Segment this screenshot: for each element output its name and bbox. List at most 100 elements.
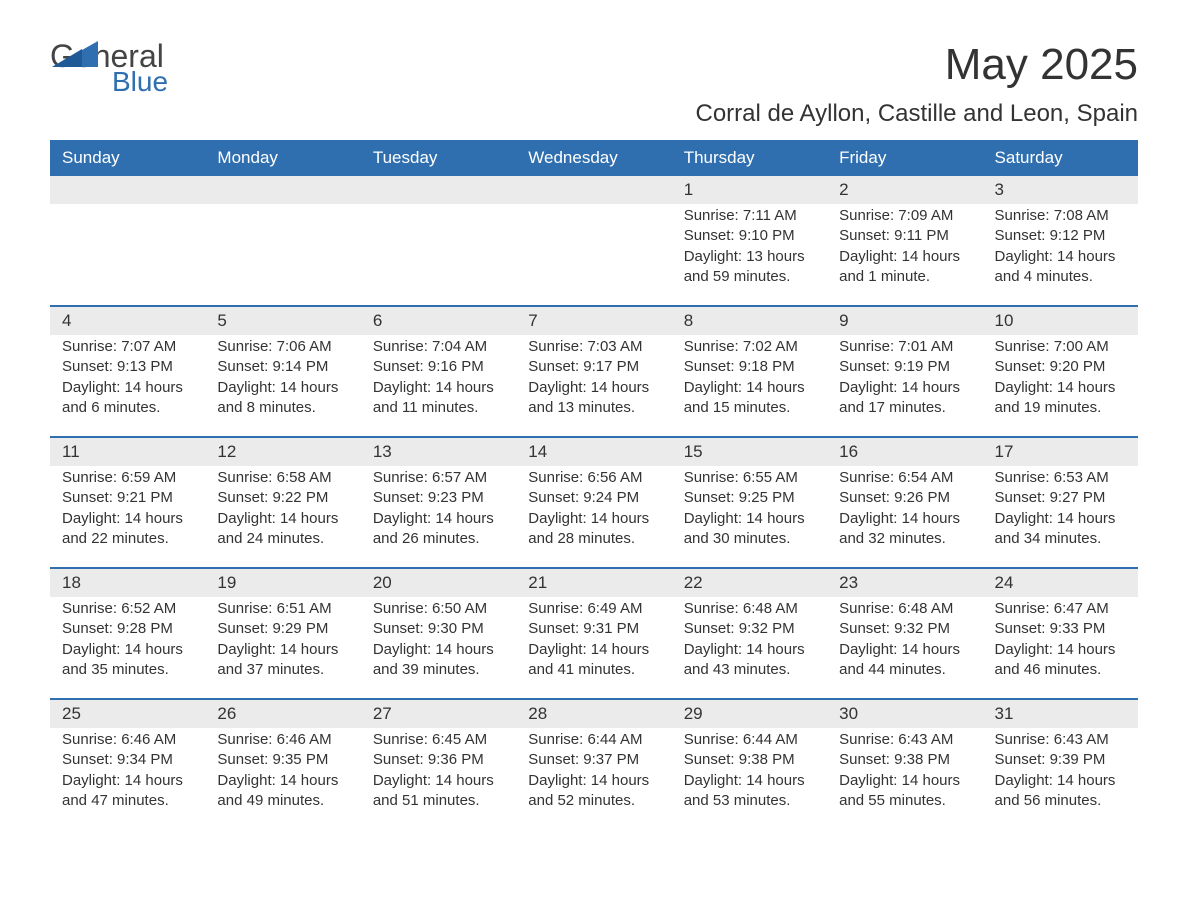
calendar-cell: 18Sunrise: 6:52 AMSunset: 9:28 PMDayligh… bbox=[50, 569, 205, 698]
sunset-text: Sunset: 9:34 PM bbox=[62, 750, 193, 770]
calendar-header-cell: Thursday bbox=[672, 140, 827, 176]
day-number: 26 bbox=[205, 700, 360, 728]
calendar-header-cell: Sunday bbox=[50, 140, 205, 176]
sunrise-text: Sunrise: 6:48 AM bbox=[684, 599, 815, 619]
sunset-text: Sunset: 9:33 PM bbox=[995, 619, 1126, 639]
calendar-cell bbox=[361, 176, 516, 305]
logo-shape-icon bbox=[52, 41, 98, 67]
calendar-cell: 19Sunrise: 6:51 AMSunset: 9:29 PMDayligh… bbox=[205, 569, 360, 698]
sunset-text: Sunset: 9:13 PM bbox=[62, 357, 193, 377]
day-number: 7 bbox=[516, 307, 671, 335]
day-number: 29 bbox=[672, 700, 827, 728]
daylight-text: Daylight: 14 hours and 56 minutes. bbox=[995, 771, 1126, 812]
sunrise-text: Sunrise: 6:50 AM bbox=[373, 599, 504, 619]
day-number: 27 bbox=[361, 700, 516, 728]
day-number: 18 bbox=[50, 569, 205, 597]
daylight-text: Daylight: 14 hours and 46 minutes. bbox=[995, 640, 1126, 681]
daylight-text: Daylight: 14 hours and 19 minutes. bbox=[995, 378, 1126, 419]
calendar-cell: 2Sunrise: 7:09 AMSunset: 9:11 PMDaylight… bbox=[827, 176, 982, 305]
calendar-cell: 17Sunrise: 6:53 AMSunset: 9:27 PMDayligh… bbox=[983, 438, 1138, 567]
cell-body: Sunrise: 7:03 AMSunset: 9:17 PMDaylight:… bbox=[516, 335, 671, 418]
calendar-cell: 5Sunrise: 7:06 AMSunset: 9:14 PMDaylight… bbox=[205, 307, 360, 436]
day-number: 24 bbox=[983, 569, 1138, 597]
sunrise-text: Sunrise: 6:44 AM bbox=[528, 730, 659, 750]
calendar-week: 25 Sunrise: 6:46 AM Sunset: 9:34 PM Dayligh… bbox=[50, 698, 1138, 829]
daylight-text: Daylight: 14 hours and 28 minutes. bbox=[528, 509, 659, 550]
calendar-header-cell: Monday bbox=[205, 140, 360, 176]
cell-body: Sunrise: 6:57 AMSunset: 9:23 PMDaylight:… bbox=[361, 466, 516, 549]
day-number: 17 bbox=[983, 438, 1138, 466]
calendar-cell: 22Sunrise: 6:48 AMSunset: 9:32 PMDayligh… bbox=[672, 569, 827, 698]
cell-body: Sunrise: 7:01 AMSunset: 9:19 PMDaylight:… bbox=[827, 335, 982, 418]
day-number: 19 bbox=[205, 569, 360, 597]
sunset-text: Sunset: 9:10 PM bbox=[684, 226, 815, 246]
calendar-week: 11Sunrise: 6:59 AMSunset: 9:21 PMDayligh… bbox=[50, 436, 1138, 567]
calendar-header-cell: Wednesday bbox=[516, 140, 671, 176]
sunrise-text: Sunrise: 6:53 AM bbox=[995, 468, 1126, 488]
day-number: 6 bbox=[361, 307, 516, 335]
sunrise-text: Sunrise: 6:55 AM bbox=[684, 468, 815, 488]
calendar-week: 4Sunrise: 7:07 AMSunset: 9:13 PMDaylight… bbox=[50, 305, 1138, 436]
sunrise-text: Sunrise: 6:57 AM bbox=[373, 468, 504, 488]
cell-body: Sunrise: 6:46 AMSunset: 9:35 PMDaylight:… bbox=[205, 728, 360, 811]
calendar-cell: 13Sunrise: 6:57 AMSunset: 9:23 PMDayligh… bbox=[361, 438, 516, 567]
sunrise-text: Sunrise: 6:58 AM bbox=[217, 468, 348, 488]
calendar-cell bbox=[50, 176, 205, 305]
calendar-cell bbox=[205, 176, 360, 305]
calendar-header-cell: Saturday bbox=[983, 140, 1138, 176]
cell-body: Sunrise: 7:06 AMSunset: 9:14 PMDaylight:… bbox=[205, 335, 360, 418]
sunset-text: Sunset: 9:19 PM bbox=[839, 357, 970, 377]
location-label: Corral de Ayllon, Castille and Leon, Spa… bbox=[50, 100, 1138, 128]
sunrise-text: Sunrise: 7:03 AM bbox=[528, 337, 659, 357]
cell-body: Sunrise: 6:48 AMSunset: 9:32 PMDaylight:… bbox=[672, 597, 827, 680]
calendar-cell bbox=[516, 176, 671, 305]
sunrise-text: Sunrise: 6:48 AM bbox=[839, 599, 970, 619]
day-number bbox=[50, 176, 205, 204]
calendar-cell: 12Sunrise: 6:58 AMSunset: 9:22 PMDayligh… bbox=[205, 438, 360, 567]
sunset-text: Sunset: 9:31 PM bbox=[528, 619, 659, 639]
sunset-text: Sunset: 9:38 PM bbox=[684, 750, 815, 770]
day-number: 12 bbox=[205, 438, 360, 466]
cell-body: Sunrise: 6:58 AMSunset: 9:22 PMDaylight:… bbox=[205, 466, 360, 549]
cell-body: Sunrise: 7:07 AMSunset: 9:13 PMDaylight:… bbox=[50, 335, 205, 418]
cell-body: Sunrise: 7:00 AMSunset: 9:20 PMDaylight:… bbox=[983, 335, 1138, 418]
sunset-text: Sunset: 9:22 PM bbox=[217, 488, 348, 508]
day-number: 20 bbox=[361, 569, 516, 597]
day-number: 25 bbox=[50, 700, 205, 728]
daylight-text: Daylight: 14 hours and 52 minutes. bbox=[528, 771, 659, 812]
day-number: 8 bbox=[672, 307, 827, 335]
sunrise-text: Sunrise: 7:09 AM bbox=[839, 206, 970, 226]
sunrise-text: Sunrise: 6:46 AM bbox=[217, 730, 348, 750]
daylight-text: Daylight: 14 hours and 24 minutes. bbox=[217, 509, 348, 550]
calendar-header-row: SundayMondayTuesdayWednesdayThursdayFrid… bbox=[50, 140, 1138, 176]
day-number: 10 bbox=[983, 307, 1138, 335]
sunset-text: Sunset: 9:23 PM bbox=[373, 488, 504, 508]
day-number: 21 bbox=[516, 569, 671, 597]
calendar-cell: 23Sunrise: 6:48 AMSunset: 9:32 PMDayligh… bbox=[827, 569, 982, 698]
cell-body bbox=[361, 204, 516, 206]
day-number: 31 bbox=[983, 700, 1138, 728]
cell-body: Sunrise: 6:50 AMSunset: 9:30 PMDaylight:… bbox=[361, 597, 516, 680]
day-number: 23 bbox=[827, 569, 982, 597]
calendar-cell: 24Sunrise: 6:47 AMSunset: 9:33 PMDayligh… bbox=[983, 569, 1138, 698]
logo-text-blue: Blue bbox=[112, 68, 168, 96]
day-number: 3 bbox=[983, 176, 1138, 204]
day-number: 4 bbox=[50, 307, 205, 335]
calendar-cell: 20Sunrise: 6:50 AMSunset: 9:30 PMDayligh… bbox=[361, 569, 516, 698]
logo: General Blue bbox=[50, 40, 98, 96]
sunset-text: Sunset: 9:21 PM bbox=[62, 488, 193, 508]
daylight-text: Daylight: 14 hours and 44 minutes. bbox=[839, 640, 970, 681]
sunset-text: Sunset: 9:14 PM bbox=[217, 357, 348, 377]
daylight-text: Daylight: 14 hours and 32 minutes. bbox=[839, 509, 970, 550]
daylight-text: Daylight: 14 hours and 17 minutes. bbox=[839, 378, 970, 419]
daylight-text: Daylight: 14 hours and 15 minutes. bbox=[684, 378, 815, 419]
cell-body: Sunrise: 6:53 AMSunset: 9:27 PMDaylight:… bbox=[983, 466, 1138, 549]
day-number: 13 bbox=[361, 438, 516, 466]
day-number: 14 bbox=[516, 438, 671, 466]
sunrise-text: Sunrise: 6:43 AM bbox=[839, 730, 970, 750]
day-number: 28 bbox=[516, 700, 671, 728]
daylight-text: Daylight: 13 hours and 59 minutes. bbox=[684, 247, 815, 288]
calendar-body: 1Sunrise: 7:11 AMSunset: 9:10 PMDaylight… bbox=[50, 176, 1138, 829]
sunrise-text: Sunrise: 6:56 AM bbox=[528, 468, 659, 488]
calendar-header-cell: Friday bbox=[827, 140, 982, 176]
